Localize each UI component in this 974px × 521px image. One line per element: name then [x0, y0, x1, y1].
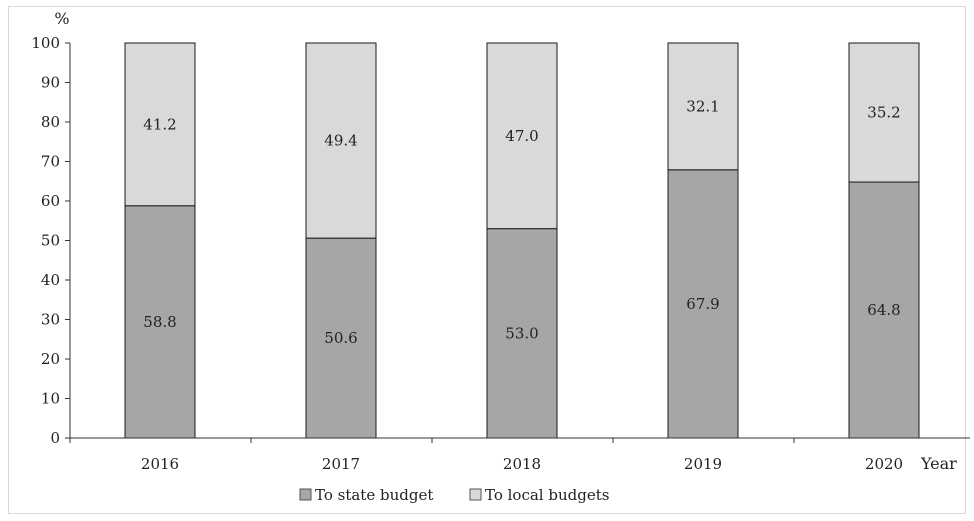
x-tick-label: 2018 — [503, 455, 541, 473]
y-tick-label: 60 — [41, 192, 60, 210]
y-tick-label: 80 — [41, 113, 60, 131]
legend-label: To state budget — [315, 486, 433, 504]
data-label: 50.6 — [324, 329, 357, 347]
y-tick-label: 20 — [41, 350, 60, 368]
legend: To state budget To local budgets — [299, 486, 609, 504]
y-axis: 0 10 20 30 40 50 60 70 80 90 100 — [31, 34, 71, 447]
y-tick-label: 90 — [41, 74, 60, 92]
bar-segment-local-2016 — [124, 42, 196, 207]
data-label: 58.8 — [143, 313, 176, 331]
x-axis: 2016 2017 2018 2019 2020 — [69, 437, 970, 473]
y-tick-label: 40 — [41, 271, 60, 289]
bar-segment-state-2019 — [667, 169, 739, 439]
x-tick-label: 2020 — [865, 455, 903, 473]
y-tick-label: 30 — [41, 311, 60, 329]
y-tick-label: 50 — [41, 232, 60, 250]
bar-segment-state-2020 — [848, 181, 920, 439]
data-label: 47.0 — [505, 127, 538, 145]
legend-swatch — [299, 488, 312, 501]
legend-swatch — [469, 488, 482, 501]
y-tick-label: 0 — [50, 429, 60, 447]
bar-segment-local-2020 — [848, 42, 920, 183]
bar-segment-local-2018 — [486, 42, 558, 230]
data-label: 49.4 — [324, 132, 357, 150]
bar-segment-local-2017 — [305, 42, 377, 239]
y-tick-label: 10 — [41, 390, 60, 408]
data-label: 67.9 — [686, 295, 719, 313]
bar-segment-state-2016 — [124, 205, 196, 439]
x-tick-label: 2017 — [322, 455, 360, 473]
bar-segment-local-2019 — [667, 42, 739, 171]
legend-label: To local budgets — [485, 486, 609, 504]
data-label: 64.8 — [867, 301, 900, 319]
data-label: 35.2 — [867, 104, 900, 122]
y-axis-title: % — [54, 9, 69, 28]
y-tick-label: 100 — [31, 34, 60, 52]
x-tick-label: 2019 — [684, 455, 722, 473]
data-label: 41.2 — [143, 115, 176, 133]
x-axis-title: Year — [920, 454, 957, 473]
y-tick-label: 70 — [41, 153, 60, 171]
bars: 58.8 41.2 50.6 49.4 53.0 47.0 67.9 32.1 64.8 35.2 — [124, 42, 920, 439]
data-label: 32.1 — [686, 97, 719, 115]
x-tick-label: 2016 — [141, 455, 179, 473]
data-label: 53.0 — [505, 324, 538, 342]
